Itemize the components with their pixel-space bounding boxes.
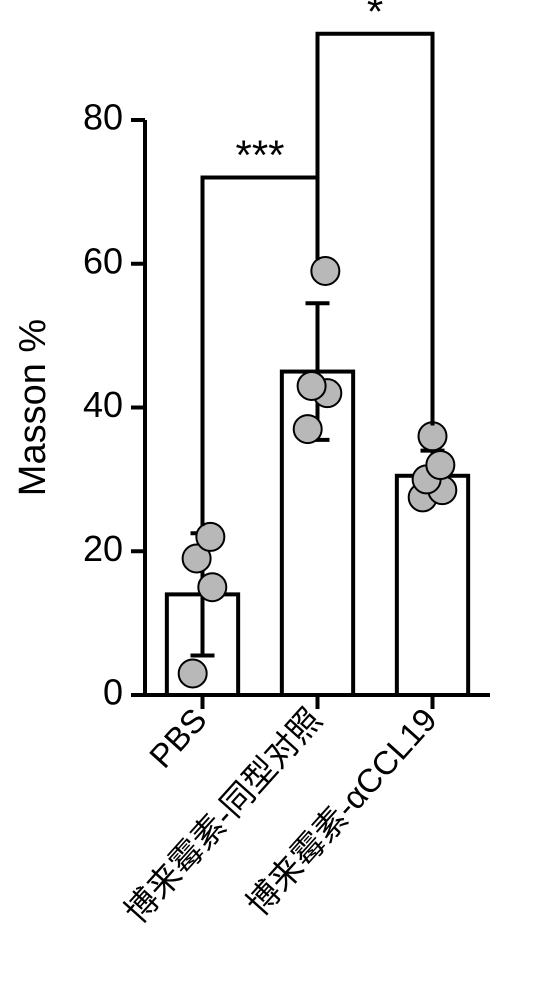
- data-point: [419, 422, 447, 450]
- data-point: [426, 451, 454, 479]
- data-point: [294, 415, 322, 443]
- bar-chart: 0 20 40 60 80 Masson % PBS博来霉素-同型对照博来霉素-αCCL19…: [0, 0, 537, 1000]
- x-tick-label: PBS: [142, 701, 214, 775]
- y-tick-label: 80: [83, 97, 123, 138]
- data-point: [311, 257, 339, 285]
- x-tick-label: 博来霉素-αCCL19: [239, 701, 444, 923]
- sig-label: *: [367, 0, 383, 35]
- data-point: [179, 659, 207, 687]
- sig-label: ***: [235, 132, 284, 179]
- data-point: [298, 372, 326, 400]
- y-tick-label: 40: [83, 384, 123, 425]
- y-tick-label: 20: [83, 528, 123, 569]
- data-point: [198, 573, 226, 601]
- y-axis-label: Masson %: [12, 319, 54, 496]
- data-point: [196, 523, 224, 551]
- y-tick-label: 0: [103, 672, 123, 713]
- sig-bracket: [318, 34, 433, 426]
- x-tick-label: 博来霉素-同型对照: [117, 701, 329, 930]
- y-tick-label: 60: [83, 240, 123, 281]
